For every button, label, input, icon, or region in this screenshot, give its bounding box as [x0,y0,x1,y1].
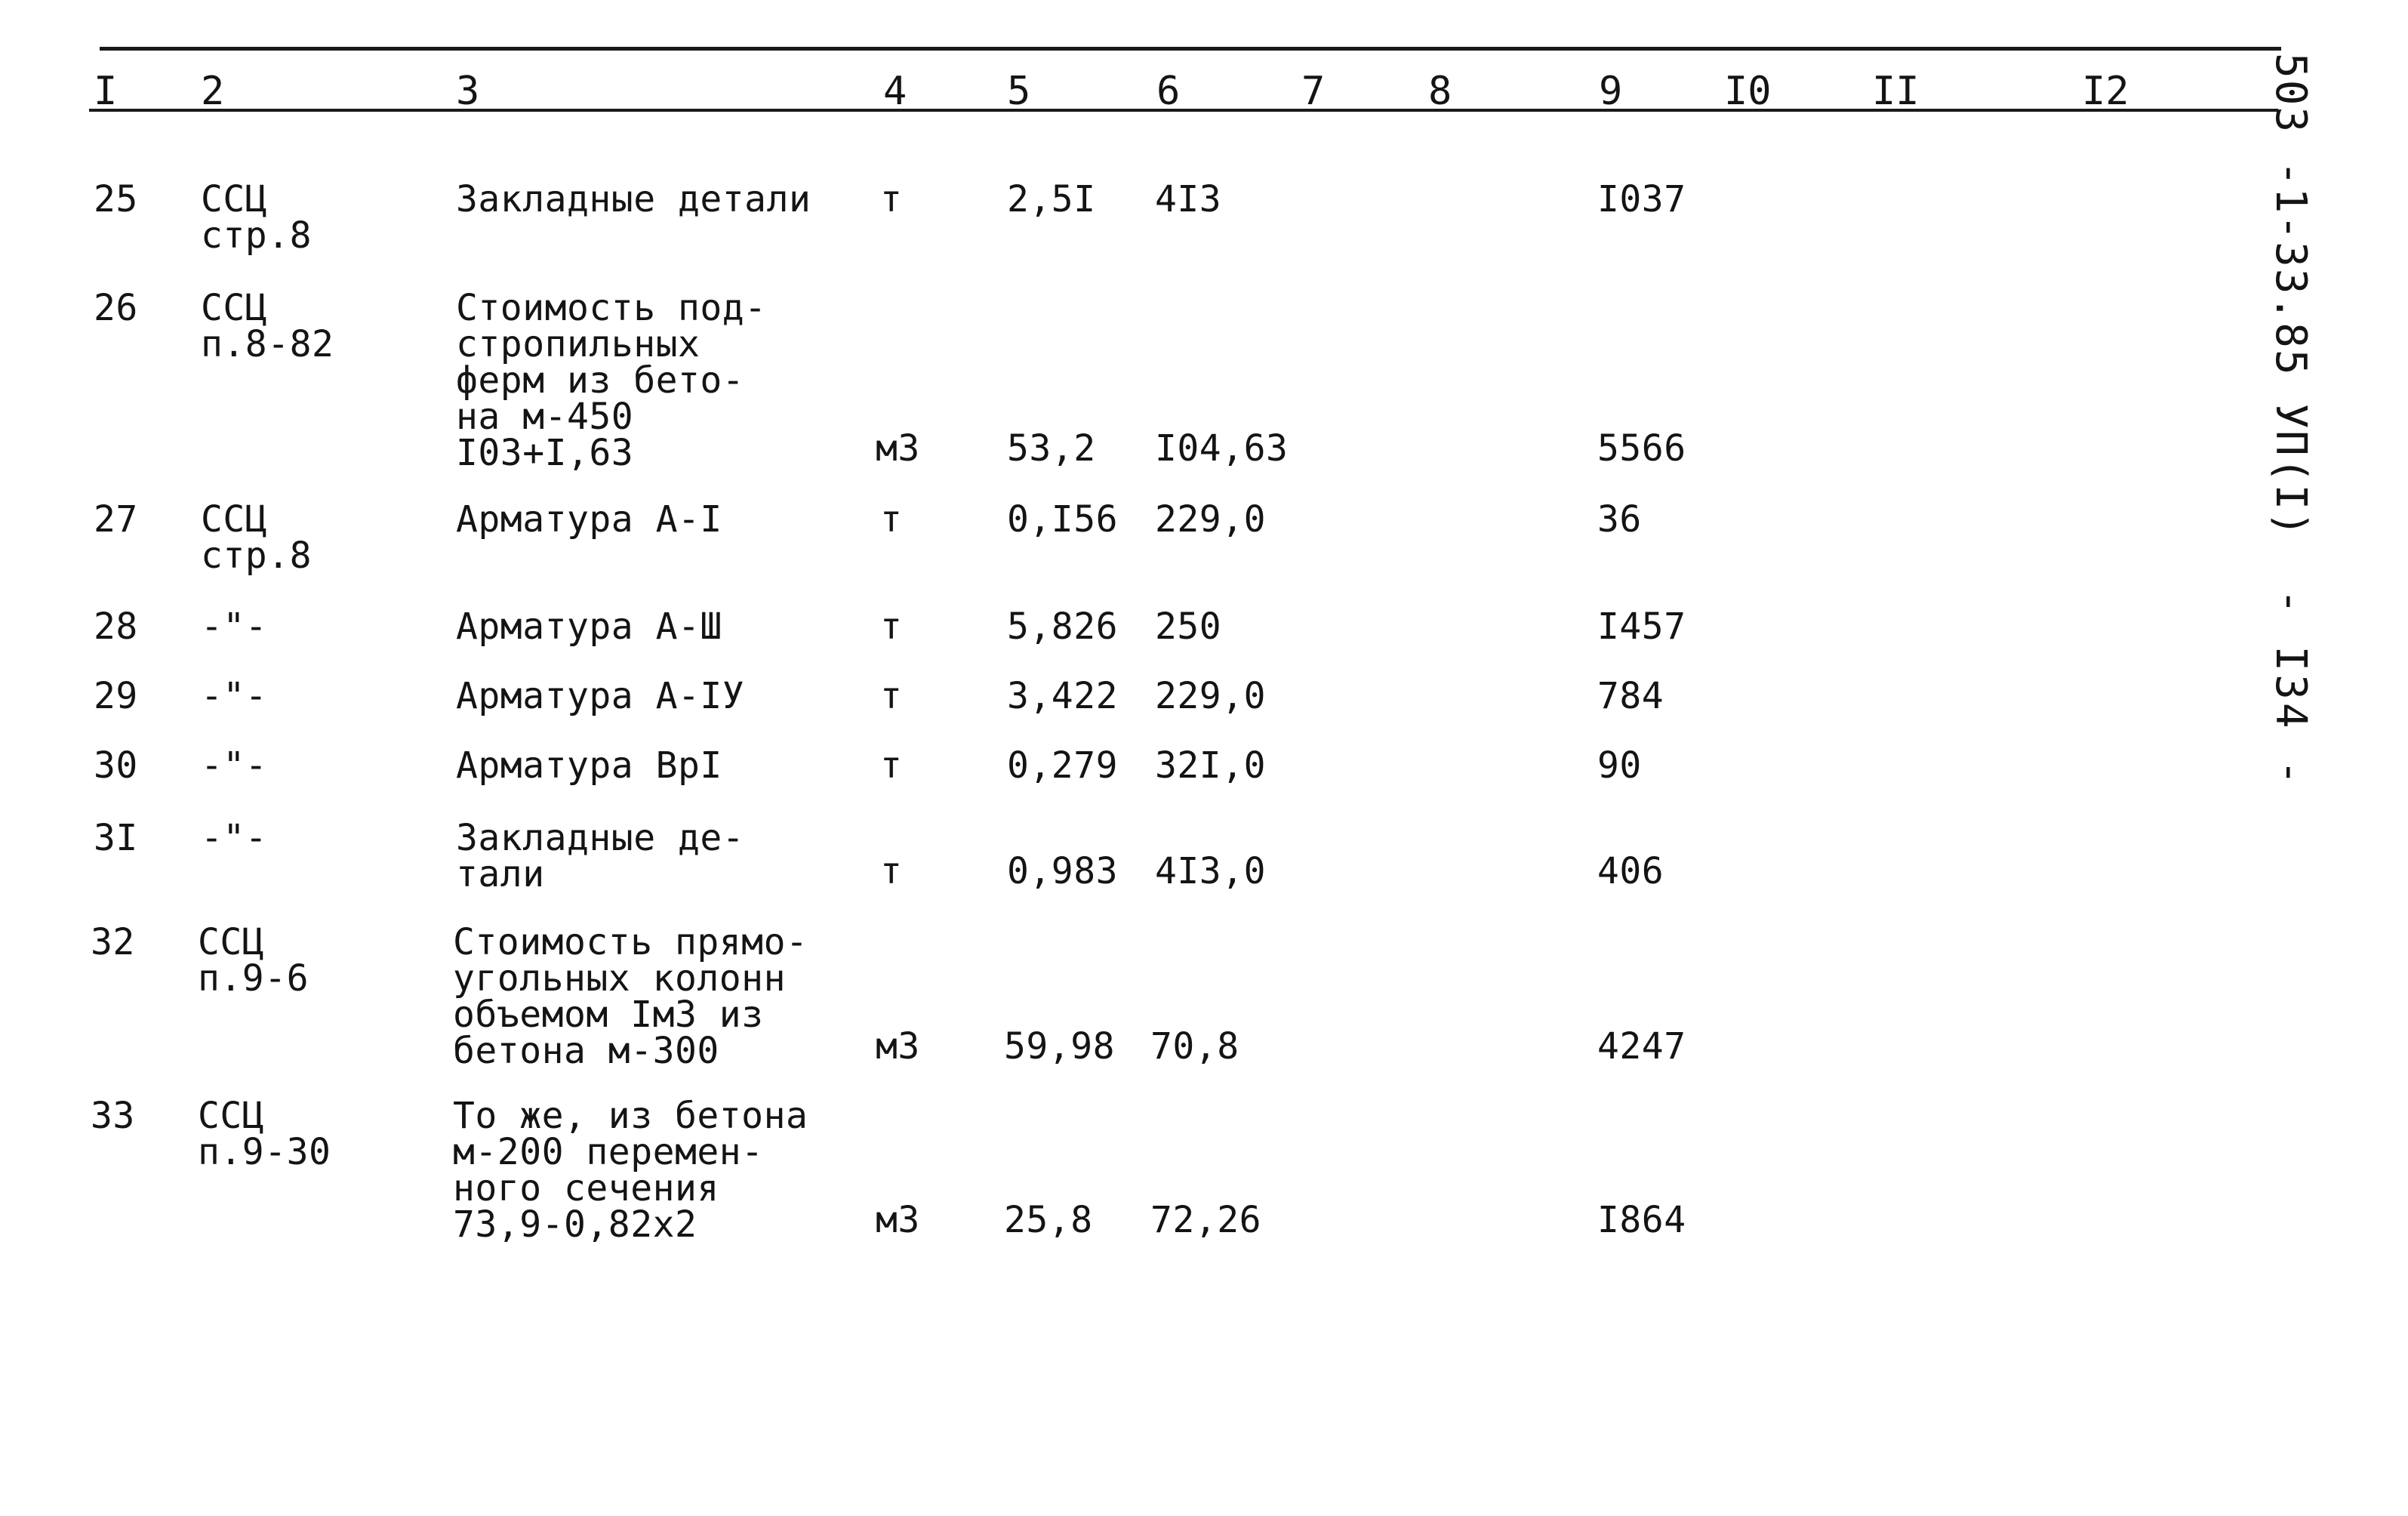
row-31-name: Закладные де- тали [456,817,745,895]
header-col-4: 4 [883,69,907,114]
row-28-ref: -"- [201,605,268,648]
row-26-price: I04,63 [1155,427,1289,470]
header-col-9: 9 [1599,69,1623,114]
row-27-unit: т [880,498,903,541]
row-31-ref: -"- [201,817,268,859]
document-code: 503 -1-33.85 УП(I) [2266,53,2315,538]
row-32-name: Стоимость прямо- угольных колонн объемом… [453,921,808,1072]
header-col-12: I2 [2082,69,2129,114]
row-31-qty: 0,983 [1007,850,1118,892]
row-28-total: I457 [1597,605,1686,648]
header-col-2: 2 [201,69,225,114]
header-col-1: I [94,69,118,114]
row-25-qty: 2,5I [1007,178,1096,220]
row-30-unit: т [880,744,903,787]
row-27-name: Арматура А-I [456,498,722,541]
header-col-11: II [1872,69,1920,114]
row-28-unit: т [880,605,903,648]
row-27-price: 229,0 [1155,498,1266,541]
row-29-total: 784 [1597,675,1664,717]
header-col-10: I0 [1724,69,1772,114]
row-29-price: 229,0 [1155,675,1266,717]
row-32-qty: 59,98 [1004,1025,1115,1068]
row-29-ref: -"- [201,675,268,717]
row-29-unit: т [880,675,903,717]
row-27-num: 27 [94,498,138,541]
row-25-total: I037 [1597,178,1686,220]
row-25-num: 25 [94,178,138,220]
row-30-total: 90 [1597,744,1642,787]
header-col-8: 8 [1428,69,1452,114]
top-rule [100,47,2281,51]
row-25-ref: ССЦ стр.8 [201,178,312,257]
row-31-unit: т [880,850,903,892]
row-30-num: 30 [94,744,138,787]
row-29-num: 29 [94,675,138,717]
row-32-price: 70,8 [1150,1025,1239,1068]
row-30-qty: 0,279 [1007,744,1118,787]
row-33-total: I864 [1597,1199,1686,1241]
row-25-price: 4I3 [1155,178,1222,220]
row-25-name: Закладные детали [456,178,811,220]
row-26-ref: ССЦ п.8-82 [201,287,334,365]
header-col-5: 5 [1007,69,1031,114]
row-33-price: 72,26 [1150,1199,1261,1241]
row-31-price: 4I3,0 [1155,850,1266,892]
row-30-ref: -"- [201,744,268,787]
row-27-qty: 0,I56 [1007,498,1118,541]
row-26-num: 26 [94,287,138,329]
row-25-unit: т [880,178,903,220]
row-33-num: 33 [91,1095,135,1137]
row-26-unit: м3 [876,427,920,470]
row-33-name: То же, из бетона м-200 перемен- ного сеч… [453,1095,808,1246]
header-col-3: 3 [456,69,480,114]
row-28-name: Арматура А-Ш [456,605,722,648]
row-30-name: Арматура ВрI [456,744,722,787]
row-32-total: 4247 [1597,1025,1686,1068]
row-33-unit: м3 [876,1199,920,1241]
row-27-total: 36 [1597,498,1642,541]
row-30-price: 32I,0 [1155,744,1266,787]
row-33-ref: ССЦ п.9-30 [198,1095,331,1173]
header-col-6: 6 [1156,69,1181,114]
row-29-name: Арматура А-IУ [456,675,745,717]
row-31-num: 3I [94,817,138,859]
row-33-qty: 25,8 [1004,1199,1093,1241]
row-28-qty: 5,826 [1007,605,1118,648]
row-26-qty: 53,2 [1007,427,1096,470]
row-28-num: 28 [94,605,138,648]
row-29-qty: 3,422 [1007,675,1118,717]
row-31-total: 406 [1597,850,1664,892]
row-26-total: 5566 [1597,427,1686,470]
page-number: - I34 - [2266,589,2315,789]
row-32-ref: ССЦ п.9-6 [198,921,309,1000]
row-26-name: Стоимость под- стропильных ферм из бето-… [456,287,767,474]
row-28-price: 250 [1155,605,1222,648]
header-col-7: 7 [1301,69,1326,114]
header-underline [89,109,2278,112]
row-32-unit: м3 [876,1025,920,1068]
row-32-num: 32 [91,921,135,963]
row-27-ref: ССЦ стр.8 [201,498,312,577]
